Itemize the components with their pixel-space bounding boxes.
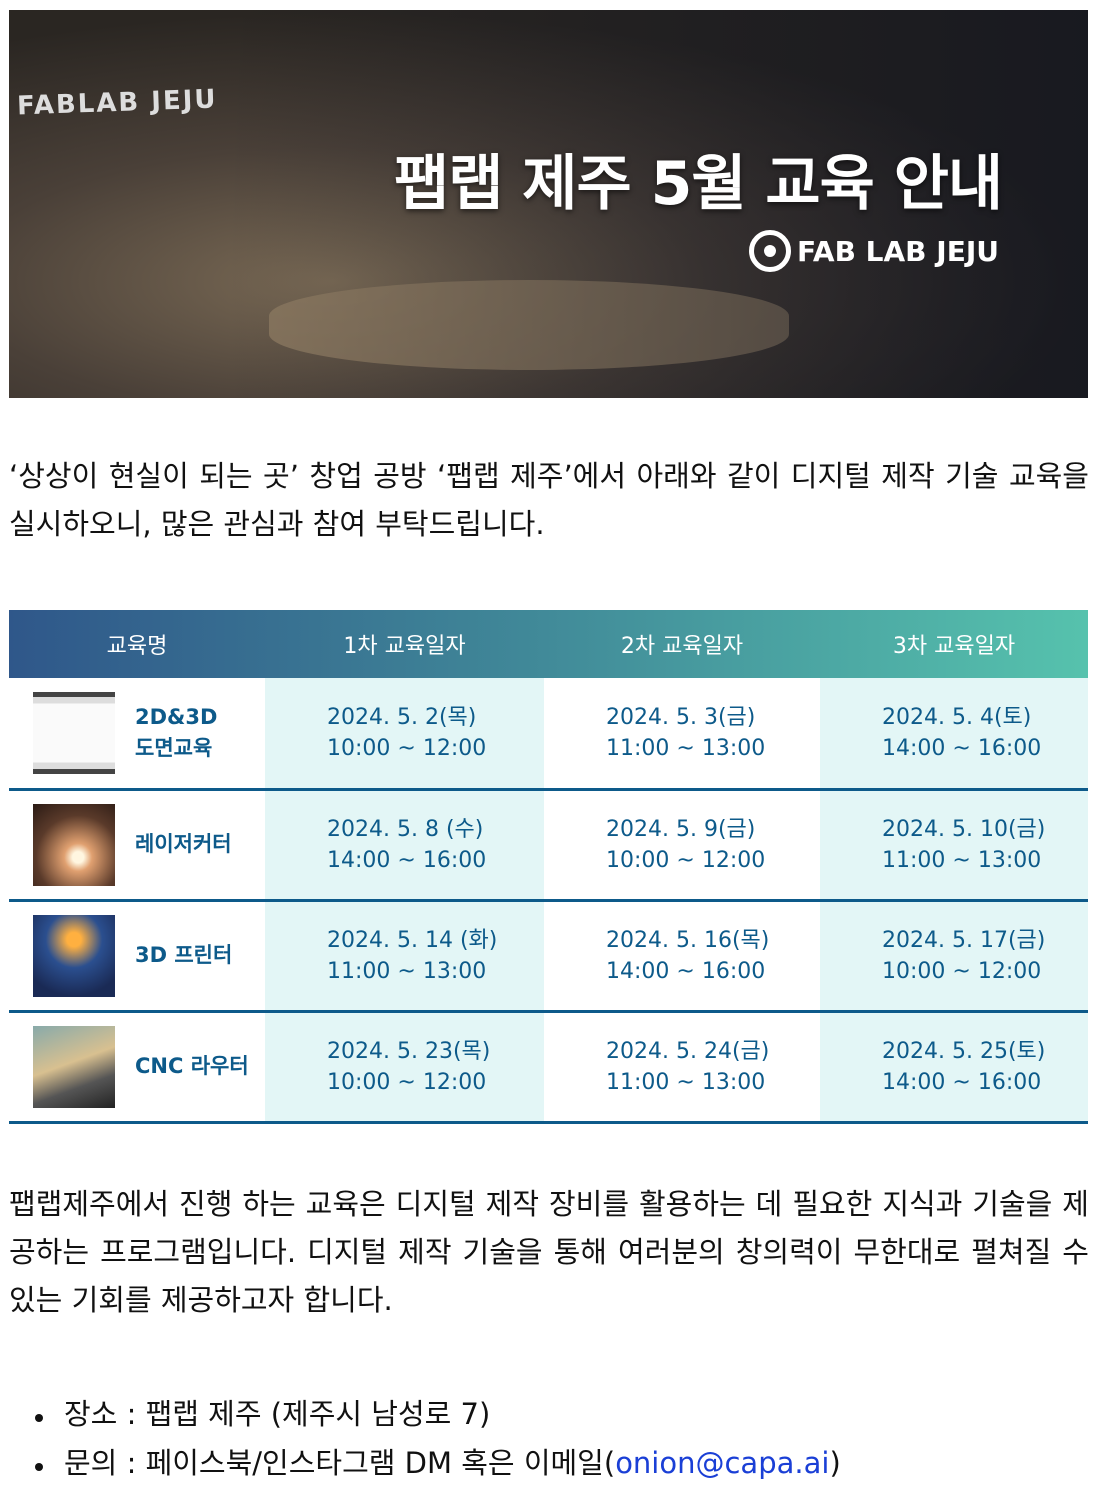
table-header-row: 교육명 1차 교육일자 2차 교육일자 3차 교육일자 bbox=[9, 610, 1088, 678]
time: 14:00 ~ 16:00 bbox=[606, 958, 766, 984]
date: 2024. 5. 8 (수) bbox=[327, 816, 484, 842]
logo-text: FAB LAB JEJU bbox=[797, 234, 999, 268]
date-cell-1: 2024. 5. 14 (화) 11:00 ~ 13:00 bbox=[265, 900, 544, 1013]
cnc-router-thumbnail bbox=[33, 1025, 115, 1108]
time: 11:00 ~ 13:00 bbox=[882, 847, 1042, 873]
time: 10:00 ~ 12:00 bbox=[327, 735, 487, 761]
time: 14:00 ~ 16:00 bbox=[882, 735, 1042, 761]
date: 2024. 5. 16(목) bbox=[606, 927, 770, 953]
time: 10:00 ~ 12:00 bbox=[606, 847, 766, 873]
hero-banner: FABLAB JEJU 팹랩 제주 5월 교육 안내 FAB LAB JEJU bbox=[9, 10, 1088, 398]
table-row: CNC 라우터 2024. 5. 23(목) 10:00 ~ 12:00 2024. … bbox=[9, 1011, 1088, 1124]
date: 2024. 5. 14 (화) bbox=[327, 927, 498, 953]
date-cell-2: 2024. 5. 3(금) 11:00 ~ 13:00 bbox=[544, 678, 820, 791]
description-text: 팹랩제주에서 진행 하는 교육은 디지털 제작 장비를 활용하는 데 필요한 지… bbox=[9, 1187, 1089, 1317]
date: 2024. 5. 25(토) bbox=[882, 1038, 1046, 1064]
email-link[interactable]: onion@capa.ai bbox=[615, 1446, 830, 1480]
course-name: 3D 프린터 bbox=[135, 943, 233, 967]
time: 14:00 ~ 16:00 bbox=[327, 847, 487, 873]
date-cell-3: 2024. 5. 4(토) 14:00 ~ 16:00 bbox=[820, 678, 1088, 791]
course-cell: 3D 프린터 bbox=[9, 900, 265, 1013]
place-item: 장소 : 팹랩 제주 (제주시 남성로 7) bbox=[9, 1390, 841, 1439]
date: 2024. 5. 3(금) bbox=[606, 704, 756, 730]
course-name: CNC 라우터 bbox=[135, 1054, 249, 1078]
date-cell-3: 2024. 5. 10(금) 11:00 ~ 13:00 bbox=[820, 789, 1088, 902]
date-cell-3: 2024. 5. 25(토) 14:00 ~ 16:00 bbox=[820, 1011, 1088, 1124]
schedule-table: 교육명 1차 교육일자 2차 교육일자 3차 교육일자 2D&3D 도면교육 20… bbox=[9, 610, 1088, 1124]
date-cell-2: 2024. 5. 16(목) 14:00 ~ 16:00 bbox=[544, 900, 820, 1013]
time: 10:00 ~ 12:00 bbox=[882, 958, 1042, 984]
date: 2024. 5. 9(금) bbox=[606, 816, 756, 842]
intro-text: ‘상상이 현실이 되는 곳’ 창업 공방 ‘팹랩 제주’에서 아래와 같이 디지… bbox=[9, 459, 1089, 541]
fablab-logo-icon bbox=[749, 230, 791, 272]
table-row: 레이저커터 2024. 5. 8 (수) 14:00 ~ 16:00 2024. 5.… bbox=[9, 789, 1088, 902]
course-name: 레이저커터 bbox=[135, 832, 232, 856]
info-list: 장소 : 팹랩 제주 (제주시 남성로 7) 문의 : 페이스북/인스타그램 D… bbox=[9, 1390, 841, 1488]
time: 14:00 ~ 16:00 bbox=[882, 1069, 1042, 1095]
contact-item: 문의 : 페이스북/인스타그램 DM 혹은 이메일(onion@capa.ai) bbox=[9, 1439, 841, 1488]
date: 2024. 5. 24(금) bbox=[606, 1038, 770, 1064]
date-cell-3: 2024. 5. 17(금) 10:00 ~ 12:00 bbox=[820, 900, 1088, 1013]
date-cell-2: 2024. 5. 9(금) 10:00 ~ 12:00 bbox=[544, 789, 820, 902]
table-row: 2D&3D 도면교육 2024. 5. 2(목) 10:00 ~ 12:00 2024… bbox=[9, 678, 1088, 791]
contact-suffix: ) bbox=[829, 1446, 841, 1480]
course-name: 2D&3D 도면교육 bbox=[135, 704, 218, 760]
time: 11:00 ~ 13:00 bbox=[327, 958, 487, 984]
3d-printer-thumbnail bbox=[33, 914, 115, 997]
date: 2024. 5. 17(금) bbox=[882, 927, 1046, 953]
hero-overlay bbox=[9, 10, 1088, 398]
course-cell: CNC 라우터 bbox=[9, 1011, 265, 1124]
date: 2024. 5. 10(금) bbox=[882, 816, 1046, 842]
contact-prefix: 문의 : 페이스북/인스타그램 DM 혹은 이메일( bbox=[64, 1446, 616, 1480]
laser-cutter-thumbnail bbox=[33, 803, 115, 886]
header-date-2: 2차 교육일자 bbox=[620, 634, 744, 659]
header-date-3: 3차 교육일자 bbox=[892, 634, 1016, 659]
hero-title: 팹랩 제주 5월 교육 안내 bbox=[394, 149, 1003, 219]
date-cell-2: 2024. 5. 24(금) 11:00 ~ 13:00 bbox=[544, 1011, 820, 1124]
time: 11:00 ~ 13:00 bbox=[606, 1069, 766, 1095]
date: 2024. 5. 23(목) bbox=[327, 1038, 491, 1064]
date: 2024. 5. 2(목) bbox=[327, 704, 477, 730]
date-cell-1: 2024. 5. 23(목) 10:00 ~ 12:00 bbox=[265, 1011, 544, 1124]
table-row: 3D 프린터 2024. 5. 14 (화) 11:00 ~ 13:00 2024. … bbox=[9, 900, 1088, 1013]
time: 10:00 ~ 12:00 bbox=[327, 1069, 487, 1095]
fablab-logo: FAB LAB JEJU bbox=[749, 230, 999, 272]
course-cell: 레이저커터 bbox=[9, 789, 265, 902]
date-cell-1: 2024. 5. 8 (수) 14:00 ~ 16:00 bbox=[265, 789, 544, 902]
cad-drawing-thumbnail bbox=[33, 691, 115, 774]
date-cell-1: 2024. 5. 2(목) 10:00 ~ 12:00 bbox=[265, 678, 544, 791]
header-course: 교육명 bbox=[106, 634, 168, 659]
header-date-1: 1차 교육일자 bbox=[343, 634, 466, 659]
time: 11:00 ~ 13:00 bbox=[606, 735, 766, 761]
course-cell: 2D&3D 도면교육 bbox=[9, 678, 265, 791]
date: 2024. 5. 4(토) bbox=[882, 704, 1032, 730]
